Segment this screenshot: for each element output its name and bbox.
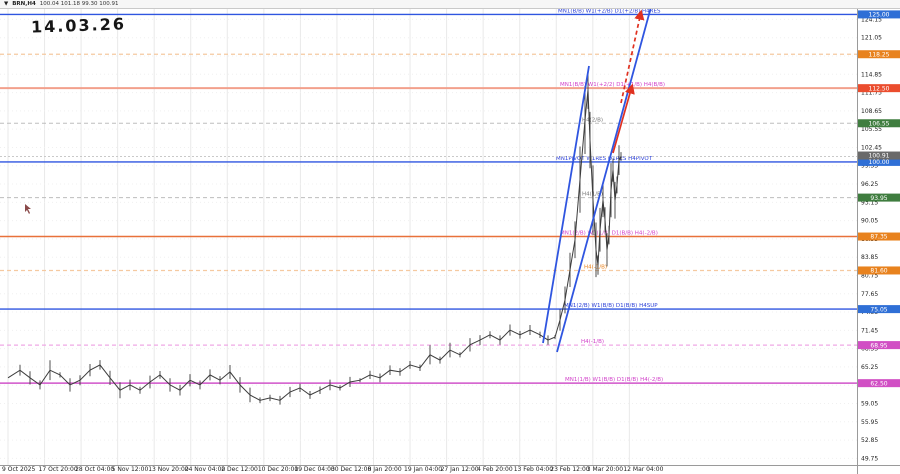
price-axis-label: 108.65 <box>861 108 882 115</box>
price-tag <box>858 305 900 314</box>
mouse-cursor <box>25 204 31 214</box>
time-axis-label: 19 Jan 04:00 <box>404 466 442 473</box>
price-axis-label: 59.05 <box>861 401 878 408</box>
date-annotation[interactable]: 14.03.26 <box>30 14 127 37</box>
price-axis-label: 68.35 <box>861 346 878 353</box>
symbol-timeframe-label: BRN,H4 <box>12 1 36 7</box>
level-label: MN1(B/B) W1(+2/B) D1(+2/B) H4RES <box>558 8 661 14</box>
ohlc-readout: 100.04 101.18 99.30 100.91 <box>39 1 119 7</box>
price-axis-label: 96.25 <box>861 181 878 188</box>
price-tag-label: 100.00 <box>869 159 890 166</box>
price-axis-label: 102.45 <box>861 144 882 151</box>
time-axis-label: 9 Oct 2025 <box>2 466 35 473</box>
price-axis-label: 90.05 <box>861 218 878 225</box>
channel-line-right[interactable] <box>556 6 652 353</box>
price-path[interactable] <box>7 89 622 401</box>
collapse-icon[interactable]: ▼ <box>4 1 9 7</box>
price-tag-label: 81.60 <box>870 268 887 275</box>
time-axis-label: 4 Feb 20:00 <box>477 466 513 473</box>
price-axis-label: 121.05 <box>861 35 882 42</box>
time-axis-label: 27 Jan 12:00 <box>441 466 479 473</box>
level-label: H4(-1/B) <box>581 339 604 345</box>
price-tag <box>858 119 900 128</box>
price-axis-label: 124.15 <box>861 16 882 23</box>
price-tag-label: 106.55 <box>869 120 890 127</box>
price-axis-label: 65.25 <box>861 364 878 371</box>
chart-window-titlebar: ▼ BRN,H4 100.04 101.18 99.30 100.91 <box>0 0 900 9</box>
level-label: MN1(1/B) W1(B/B) D1(B/B) H4(-2/B) <box>565 377 663 383</box>
level-label: MN1(2/B) W1(B/B) D1(B/B) H4SUP <box>564 303 658 309</box>
time-axis-label: 19 Dec 04:00 <box>294 466 335 473</box>
price-tag <box>858 193 900 202</box>
price-tag-label: 93.95 <box>870 195 887 202</box>
level-label: MN1(B/B) W1(+2/2) D1(+1/B) H4(B/B) <box>560 82 665 88</box>
price-tag <box>858 341 900 350</box>
time-axis-label: 13 Nov 20:00 <box>148 466 189 473</box>
price-tag-label: 87.35 <box>870 234 887 241</box>
time-axis-label: 12 Mar 04:00 <box>623 466 663 473</box>
level-label: H4(-1/B) <box>584 264 607 270</box>
price-axis-label: 111.75 <box>861 90 882 97</box>
price-tag <box>858 266 900 275</box>
time-axis-label: 17 Oct 20:00 <box>39 466 78 473</box>
time-axis-label: 3 Mar 20:00 <box>587 466 623 473</box>
price-tag-label: 75.05 <box>870 306 887 313</box>
price-tag-label: 68.95 <box>870 342 887 349</box>
time-axis-label: 10 Dec 20:00 <box>258 466 299 473</box>
level-label: MN1PIVOT W1RES D1RES H4PIVOT <box>556 156 653 162</box>
price-tag <box>858 232 900 241</box>
price-tag <box>858 379 900 388</box>
price-axis-label: 93.15 <box>861 199 878 206</box>
price-tag <box>858 84 900 93</box>
channel-line-left[interactable] <box>542 65 590 344</box>
price-axis-label: 77.65 <box>861 291 878 298</box>
projection-arrow-dashed[interactable] <box>620 9 645 104</box>
price-tag <box>858 50 900 59</box>
price-axis-label: 52.85 <box>861 437 878 444</box>
price-axis-label: 49.75 <box>861 455 878 462</box>
price-axis-label: 55.95 <box>861 419 878 426</box>
price-axis-label: 99.35 <box>861 163 878 170</box>
drawings-layer <box>25 6 652 353</box>
time-axis-label: 30 Dec 12:00 <box>331 466 372 473</box>
price-tag-label: 112.50 <box>869 85 890 92</box>
time-axis-label: 8 Jan 20:00 <box>368 466 402 473</box>
level-label: H4(2/B) <box>582 117 603 123</box>
price-tag-label: 125.00 <box>869 12 890 19</box>
price-tag-label: 62.50 <box>870 380 887 387</box>
time-axis-label: 24 Nov 04:00 <box>185 466 226 473</box>
price-axis-label: 105.55 <box>861 126 882 133</box>
price-tag <box>858 10 900 19</box>
price-series-layer <box>7 70 622 405</box>
time-axis-label: 13 Feb 04:00 <box>514 466 554 473</box>
time-axis-label: 23 Feb 12:00 <box>550 466 590 473</box>
price-axis-label: 80.75 <box>861 272 878 279</box>
time-axis-label: 2 Dec 12:00 <box>221 466 258 473</box>
price-tag <box>858 157 900 166</box>
current-price-tag <box>858 151 900 160</box>
price-tag-label: 118.25 <box>869 51 890 58</box>
price-axis-label: 114.85 <box>861 71 882 78</box>
time-axis-label: 28 Oct 04:00 <box>75 466 114 473</box>
projection-arrow-solid[interactable] <box>612 83 635 154</box>
current-price-tag-label: 100.91 <box>869 153 890 160</box>
price-axis-label: 71.45 <box>861 327 878 334</box>
time-axis-label: 5 Nov 12:00 <box>112 466 149 473</box>
levels-layer: MN1(B/B) W1(+2/B) D1(+2/B) H4RES MN1(B/B)… <box>0 8 857 384</box>
price-axis-label: 83.85 <box>861 254 878 261</box>
